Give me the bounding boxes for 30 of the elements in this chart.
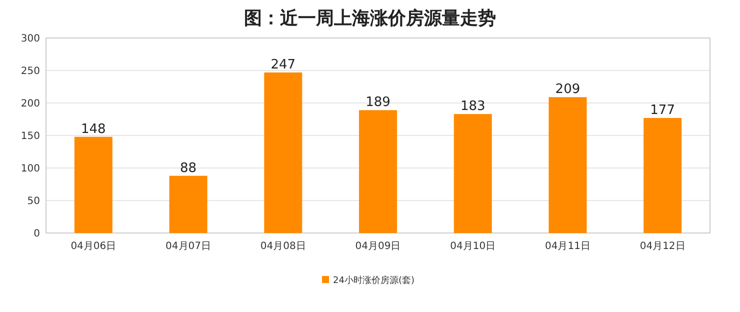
y-tick-label: 0	[34, 228, 40, 240]
x-tick-label: 04月07日	[166, 241, 212, 252]
y-tick-label: 150	[20, 131, 40, 142]
y-tick-label: 300	[20, 34, 40, 44]
chart-title: 图：近一周上海涨价房源量走势	[244, 8, 496, 29]
y-tick-label: 200	[20, 98, 40, 110]
data-label: 148	[81, 122, 106, 137]
data-label: 183	[460, 99, 486, 114]
bar	[359, 110, 397, 233]
bar	[74, 136, 112, 233]
legend-label: 24小时涨价房源(套)	[333, 275, 414, 286]
x-tick-label: 04月10日	[450, 241, 496, 252]
data-label: 189	[366, 95, 390, 110]
x-tick-label: 04月06日	[70, 241, 116, 252]
data-label: 209	[555, 82, 580, 98]
bar	[548, 97, 587, 233]
y-tick-label: 250	[20, 66, 40, 77]
data-label: 88	[180, 160, 197, 176]
x-tick-label: 04月08日	[260, 241, 306, 252]
data-label: 247	[270, 57, 296, 72]
x-tick-label: 04月11日	[544, 241, 590, 252]
x-tick-label: 04月12日	[640, 241, 686, 252]
bar	[644, 118, 682, 233]
x-tick-label: 04月09日	[355, 241, 401, 252]
bar	[169, 176, 208, 233]
y-tick-label: 100	[20, 164, 40, 174]
bar	[454, 114, 492, 233]
bar	[264, 72, 302, 233]
y-tick-label: 50	[27, 196, 40, 207]
data-label: 177	[650, 102, 675, 118]
